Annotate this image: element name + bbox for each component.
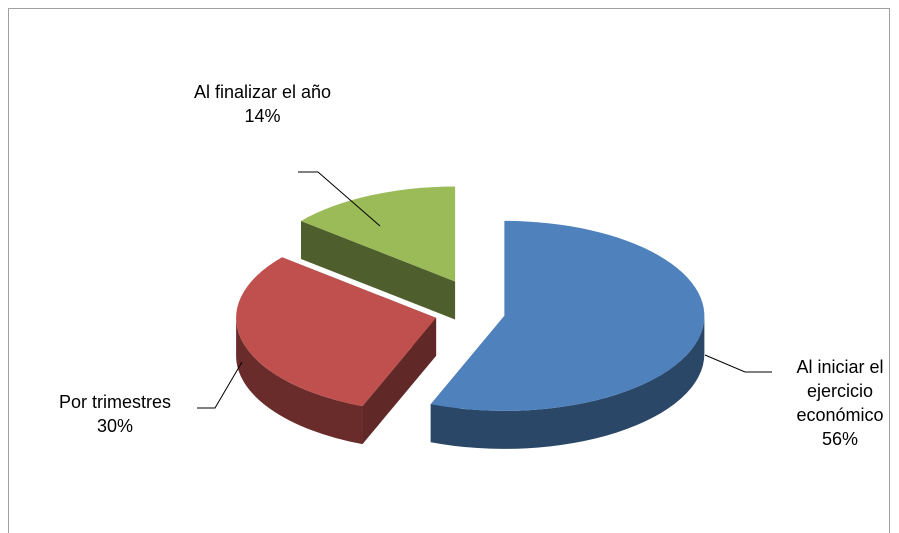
slice-side [430, 315, 705, 449]
label-box: Por trimestres 30% [20, 390, 210, 438]
category-label: Al iniciar el ejercicio económico [796, 357, 884, 425]
pie-slice [430, 220, 705, 449]
label-box: Al finalizar el año 14% [190, 80, 335, 128]
leader-line [197, 361, 243, 409]
value-label: 56% [821, 429, 859, 449]
slice-top [430, 220, 705, 411]
value-label: 14% [244, 106, 281, 126]
data-label: Al iniciar el ejercicio económico 56% [770, 355, 899, 451]
category-label: Al finalizar el año [193, 82, 332, 102]
slice-top [236, 257, 437, 407]
slice-cut-face [300, 220, 456, 320]
data-label: Al finalizar el año 14% [190, 80, 335, 128]
leader-line [298, 171, 381, 227]
slice-side [236, 317, 363, 445]
leader-line [704, 354, 772, 373]
slice-cut-face [362, 317, 437, 445]
slice-top [300, 186, 456, 282]
data-label: Por trimestres 30% [20, 390, 210, 438]
category-label: Por trimestres [58, 392, 172, 412]
value-label: 30% [96, 416, 134, 436]
pie-slice [300, 186, 456, 320]
pie-slice [236, 257, 437, 445]
label-box: Al iniciar el ejercicio económico 56% [770, 355, 899, 451]
